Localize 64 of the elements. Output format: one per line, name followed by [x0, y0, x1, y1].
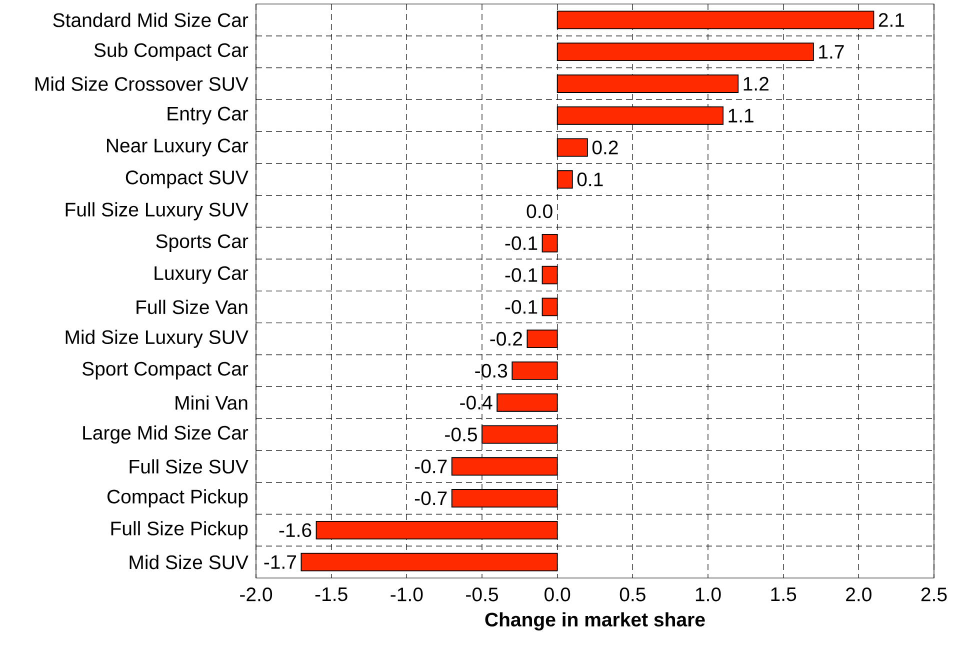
- data-label: -1.7: [264, 555, 296, 569]
- data-label: 0.0: [526, 204, 552, 218]
- y-tick-label: Sports Car: [156, 234, 248, 252]
- x-tick-label: -2.0: [240, 588, 272, 602]
- data-label: -0.1: [505, 236, 538, 250]
- x-tick-label: 2.0: [846, 588, 872, 602]
- y-tick-label: Entry Car: [168, 106, 248, 124]
- x-axis-title: Change in market share: [485, 612, 705, 630]
- y-tick-label: Luxury Car: [154, 266, 248, 284]
- bar: [556, 10, 874, 30]
- x-tick-label: 1.0: [696, 588, 721, 602]
- y-tick-label: Mid Size Crossover SUV: [36, 76, 248, 91]
- data-label: 2.1: [878, 13, 904, 27]
- bar: [512, 362, 558, 380]
- bar: [556, 74, 739, 93]
- x-tick-label: 0.0: [544, 588, 570, 602]
- bar: [300, 552, 558, 572]
- y-tick-label: Full Size Luxury SUV: [66, 202, 248, 220]
- data-label: -0.1: [505, 268, 538, 282]
- x-tick-label: 0.5: [620, 588, 646, 602]
- bar: [482, 425, 558, 444]
- y-tick-label: Large Mid Size Car: [83, 425, 248, 444]
- x-tick-label: 1.5: [771, 588, 796, 602]
- y-tick-label: Standard Mid Size Car: [53, 12, 248, 28]
- data-label: 0.2: [592, 140, 618, 154]
- bar: [556, 138, 588, 157]
- data-label: 1.7: [819, 45, 844, 59]
- y-tick-label: Sub Compact Car: [94, 42, 248, 61]
- bar: [451, 489, 558, 508]
- bar: [556, 42, 814, 62]
- y-tick-label: Mid Size Luxury SUV: [66, 330, 248, 348]
- y-tick-label: Compact SUV: [126, 170, 248, 188]
- data-label: -1.6: [279, 523, 312, 538]
- bar: [451, 457, 558, 476]
- y-tick-label: Sport Compact Car: [82, 362, 248, 380]
- x-tick-label: -0.5: [466, 588, 498, 602]
- bar: [556, 106, 724, 125]
- data-label: -0.2: [490, 332, 522, 346]
- data-label: 0.1: [577, 172, 603, 186]
- y-tick-label: Compact Pickup: [107, 489, 248, 508]
- bar: [542, 234, 558, 252]
- bar: [542, 266, 558, 284]
- data-label: 1.2: [744, 76, 768, 91]
- data-label: -0.1: [505, 300, 538, 314]
- bar: [496, 393, 558, 412]
- bar: [556, 170, 573, 189]
- bar: [316, 520, 558, 540]
- y-tick-label: Mid Size SUV: [130, 554, 248, 570]
- data-label: -0.4: [460, 396, 492, 410]
- y-tick-label: Near Luxury Car: [107, 138, 248, 156]
- bar: [542, 298, 558, 316]
- data-label: -0.3: [475, 364, 508, 378]
- y-tick-label: Full Size Pickup: [111, 521, 248, 540]
- data-label: -0.5: [445, 428, 477, 442]
- data-label: -0.7: [414, 491, 447, 506]
- y-tick-label: Mini Van: [176, 395, 248, 410]
- y-tick-label: Full Size SUV: [130, 459, 248, 474]
- x-tick-label: -1.0: [390, 588, 423, 602]
- data-label: 1.1: [728, 108, 754, 122]
- data-label: -0.7: [414, 459, 447, 474]
- x-tick-label: 2.5: [921, 588, 947, 602]
- bar: [526, 330, 558, 348]
- x-tick-label: -1.5: [315, 588, 348, 602]
- y-tick-label: Full Size Van: [136, 300, 248, 314]
